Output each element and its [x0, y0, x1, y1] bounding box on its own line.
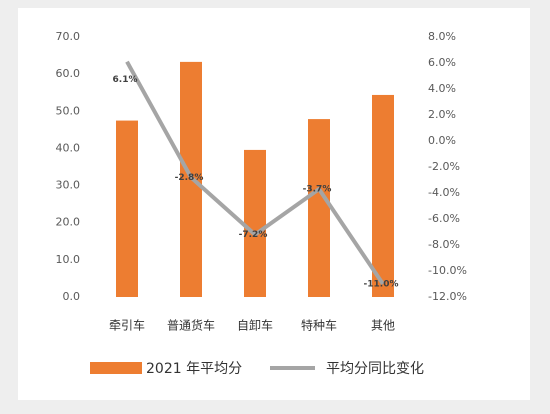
y2-tick-label: 6.0%: [428, 56, 456, 69]
data-label: 6.1%: [113, 75, 138, 85]
y-tick-label: 20.0: [56, 216, 81, 229]
y2-tick-label: 2.0%: [428, 108, 456, 121]
data-label: -3.7%: [303, 185, 332, 195]
bar: [372, 94, 394, 297]
chart-background: [18, 8, 530, 400]
legend-label: 2021 年平均分: [146, 361, 242, 377]
data-label: -11.0%: [364, 280, 399, 290]
line: [125, 60, 385, 286]
x-tick-label: 普通货车: [167, 318, 215, 333]
x-tick-label: 特种车: [301, 318, 337, 333]
y2-tick-label: -4.0%: [428, 186, 460, 199]
y-tick-label: 30.0: [56, 179, 81, 192]
x-tick-label: 自卸车: [237, 318, 273, 333]
y-tick-label: 70.0: [56, 30, 81, 43]
y-tick-label: 40.0: [56, 141, 81, 154]
y-tick-label: 10.0: [56, 253, 81, 266]
data-label: -7.2%: [239, 230, 268, 240]
x-tick-label: 其他: [371, 319, 395, 333]
data-label: -2.8%: [175, 173, 204, 183]
y2-tick-label: -2.0%: [428, 160, 460, 173]
bar: [116, 120, 138, 297]
y-tick-label: 0.0: [63, 290, 81, 303]
legend-label: 平均分同比变化: [326, 361, 424, 377]
y2-tick-label: -12.0%: [428, 290, 467, 303]
bar: [244, 149, 266, 297]
y2-tick-label: -6.0%: [428, 212, 460, 225]
y2-tick-label: -8.0%: [428, 238, 460, 251]
y2-tick-label: 0.0%: [428, 134, 456, 147]
y2-tick-label: -10.0%: [428, 264, 467, 277]
y2-tick-label: 4.0%: [428, 82, 456, 95]
y-tick-label: 50.0: [56, 104, 81, 117]
y2-tick-label: 8.0%: [428, 30, 456, 43]
y-tick-label: 60.0: [56, 67, 81, 80]
legend-swatch: [90, 362, 142, 374]
x-tick-label: 牵引车: [109, 318, 145, 333]
bar: [308, 119, 330, 297]
